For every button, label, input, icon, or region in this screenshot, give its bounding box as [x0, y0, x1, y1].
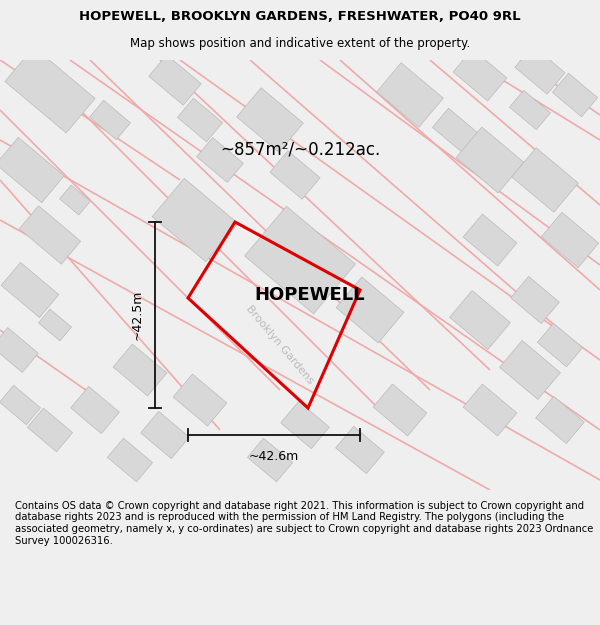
Polygon shape — [247, 438, 293, 482]
Polygon shape — [453, 49, 507, 101]
Polygon shape — [5, 47, 95, 133]
Polygon shape — [463, 384, 517, 436]
Polygon shape — [0, 328, 38, 372]
Polygon shape — [178, 98, 223, 142]
Text: Map shows position and indicative extent of the property.: Map shows position and indicative extent… — [130, 38, 470, 50]
Polygon shape — [38, 309, 71, 341]
Text: Contains OS data © Crown copyright and database right 2021. This information is : Contains OS data © Crown copyright and d… — [15, 501, 593, 546]
Polygon shape — [152, 178, 238, 262]
Text: Brooklyn Gardens: Brooklyn Gardens — [244, 304, 316, 386]
Polygon shape — [89, 101, 130, 139]
Polygon shape — [541, 213, 599, 268]
Polygon shape — [149, 55, 201, 105]
Polygon shape — [538, 323, 583, 367]
Polygon shape — [113, 344, 167, 396]
Polygon shape — [140, 411, 190, 459]
Polygon shape — [456, 127, 524, 193]
Polygon shape — [19, 206, 81, 264]
Polygon shape — [71, 386, 119, 434]
Polygon shape — [245, 206, 355, 314]
Polygon shape — [536, 396, 584, 444]
Polygon shape — [173, 374, 227, 426]
Polygon shape — [336, 277, 404, 343]
Polygon shape — [512, 148, 578, 213]
Polygon shape — [0, 138, 64, 202]
Polygon shape — [335, 426, 385, 474]
Text: HOPEWELL, BROOKLYN GARDENS, FRESHWATER, PO40 9RL: HOPEWELL, BROOKLYN GARDENS, FRESHWATER, … — [79, 10, 521, 22]
Polygon shape — [463, 214, 517, 266]
Polygon shape — [281, 401, 329, 449]
Text: ~42.5m: ~42.5m — [131, 290, 143, 340]
Polygon shape — [270, 151, 320, 199]
Text: HOPEWELL: HOPEWELL — [255, 286, 365, 304]
Polygon shape — [377, 62, 443, 127]
Polygon shape — [107, 438, 152, 482]
Polygon shape — [500, 341, 560, 399]
Polygon shape — [237, 88, 303, 152]
Polygon shape — [1, 262, 59, 318]
Polygon shape — [59, 185, 91, 215]
Polygon shape — [515, 46, 565, 94]
Polygon shape — [0, 386, 40, 424]
Polygon shape — [373, 384, 427, 436]
Polygon shape — [553, 73, 598, 117]
Polygon shape — [197, 138, 244, 182]
Text: ~857m²/~0.212ac.: ~857m²/~0.212ac. — [220, 141, 380, 159]
Polygon shape — [449, 291, 511, 349]
Polygon shape — [509, 91, 550, 129]
Polygon shape — [433, 108, 478, 152]
Text: ~42.6m: ~42.6m — [249, 451, 299, 464]
Polygon shape — [511, 276, 559, 324]
Polygon shape — [28, 408, 73, 452]
